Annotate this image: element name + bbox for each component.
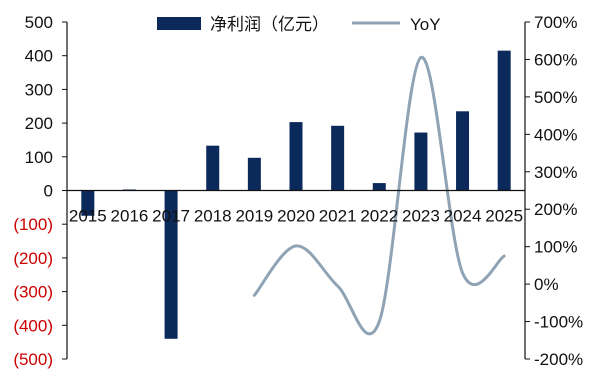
x-tick-label: 2019	[235, 207, 273, 226]
right-tick-label: 100%	[534, 238, 577, 257]
bar-2025	[497, 50, 511, 191]
yoy-line	[252, 56, 506, 336]
line-series	[252, 56, 506, 336]
legend: 净利润（亿元） YoY	[157, 15, 441, 34]
left-tick-label: (100)	[13, 215, 53, 234]
left-tick-label: 500	[25, 13, 53, 32]
x-tick-label: 2020	[277, 207, 315, 226]
bar-2024	[456, 111, 470, 191]
bar-2020	[289, 122, 303, 191]
x-axis: 2015 2016 2017 2018 2019 2020 2021 2022 2023 2024…	[67, 189, 525, 226]
x-tick-label: 2015	[69, 207, 107, 226]
right-axis: 700% 600% 500% 400% 300% 200% 100% 0% -100% -200%	[524, 13, 583, 369]
left-tick-label: (200)	[13, 249, 53, 268]
left-tick-label: 300	[25, 80, 53, 99]
bar-2021	[331, 125, 345, 191]
left-tick-label: 200	[25, 114, 53, 133]
bar-2018	[206, 145, 220, 191]
legend-bar-swatch	[157, 17, 201, 30]
x-tick-label: 2016	[111, 207, 149, 226]
right-tick-label: -200%	[534, 350, 583, 369]
left-tick-label: (500)	[13, 350, 53, 369]
legend-line-label: YoY	[410, 15, 441, 34]
x-tick-label: 2018	[194, 207, 232, 226]
x-tick-label: 2017	[152, 207, 190, 226]
x-tick-label: 2023	[402, 207, 440, 226]
x-tick-label: 2024	[444, 207, 482, 226]
left-tick-label: 100	[25, 148, 53, 167]
x-tick-label: 2021	[319, 207, 357, 226]
legend-bar-label: 净利润（亿元）	[210, 15, 329, 34]
right-tick-label: 700%	[534, 13, 577, 32]
x-tick-label: 2022	[360, 207, 398, 226]
right-tick-label: 300%	[534, 163, 577, 182]
bar-2023	[414, 132, 428, 191]
right-tick-label: 400%	[534, 125, 577, 144]
bar-2015	[81, 190, 95, 216]
right-tick-label: 500%	[534, 88, 577, 107]
bar-series	[81, 50, 511, 339]
left-tick-label: 400	[25, 47, 53, 66]
bar-2019	[247, 157, 261, 191]
left-tick-label: (400)	[13, 316, 53, 335]
right-tick-label: 600%	[534, 50, 577, 69]
bar-2022	[372, 183, 386, 191]
right-tick-label: 0%	[534, 275, 559, 294]
right-tick-label: -100%	[534, 313, 583, 332]
left-axis: 500 400 300 200 100 0 (100) (200) (300) (400) (500…	[13, 13, 68, 369]
bar-2017	[164, 190, 178, 339]
right-tick-label: 200%	[534, 200, 577, 219]
left-tick-label: 0	[44, 182, 53, 201]
x-tick-label: 2025	[485, 207, 523, 226]
left-tick-label: (300)	[13, 283, 53, 302]
